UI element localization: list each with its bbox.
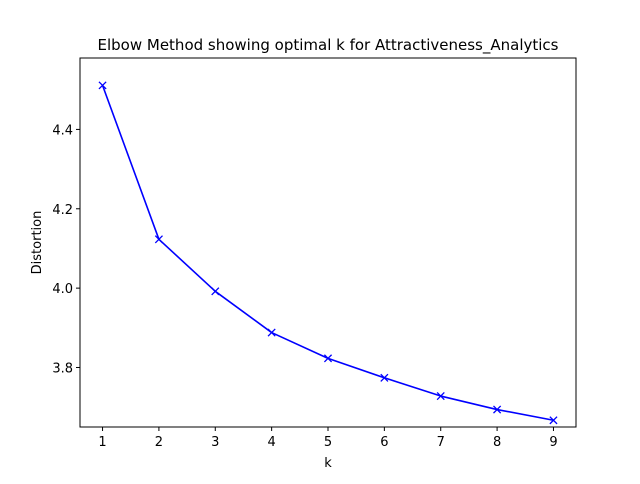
x-tick-label: 2 xyxy=(155,435,163,450)
y-tick-label: 3.8 xyxy=(52,361,73,376)
data-point-marker xyxy=(549,416,558,425)
x-tick-label: 7 xyxy=(437,435,445,450)
y-axis-label: Distortion xyxy=(30,211,45,275)
data-point-marker xyxy=(98,81,107,90)
data-point-marker xyxy=(323,354,333,363)
y-tick-label: 4.4 xyxy=(52,123,73,138)
y-tick-label: 4.2 xyxy=(52,203,73,218)
x-tick-label: 8 xyxy=(493,435,501,450)
data-point-marker xyxy=(436,391,445,401)
x-tick-label: 9 xyxy=(549,435,557,450)
chart-title: Elbow Method showing optimal k for Attra… xyxy=(98,36,559,55)
data-point-marker xyxy=(211,287,220,296)
x-tick-label: 1 xyxy=(98,435,106,450)
data-point-marker xyxy=(267,328,276,337)
series-line xyxy=(101,85,554,422)
x-tick-label: 5 xyxy=(324,435,332,450)
data-point-marker xyxy=(380,373,389,382)
data-point-marker xyxy=(493,405,502,414)
plot-area-frame xyxy=(79,57,577,428)
y-tick-label: 4.0 xyxy=(52,282,73,297)
x-tick-label: 3 xyxy=(211,435,219,450)
x-tick-label: 6 xyxy=(380,435,388,450)
x-tick-label: 4 xyxy=(267,435,275,450)
x-axis-label: k xyxy=(324,456,332,471)
data-point-marker xyxy=(154,235,163,244)
